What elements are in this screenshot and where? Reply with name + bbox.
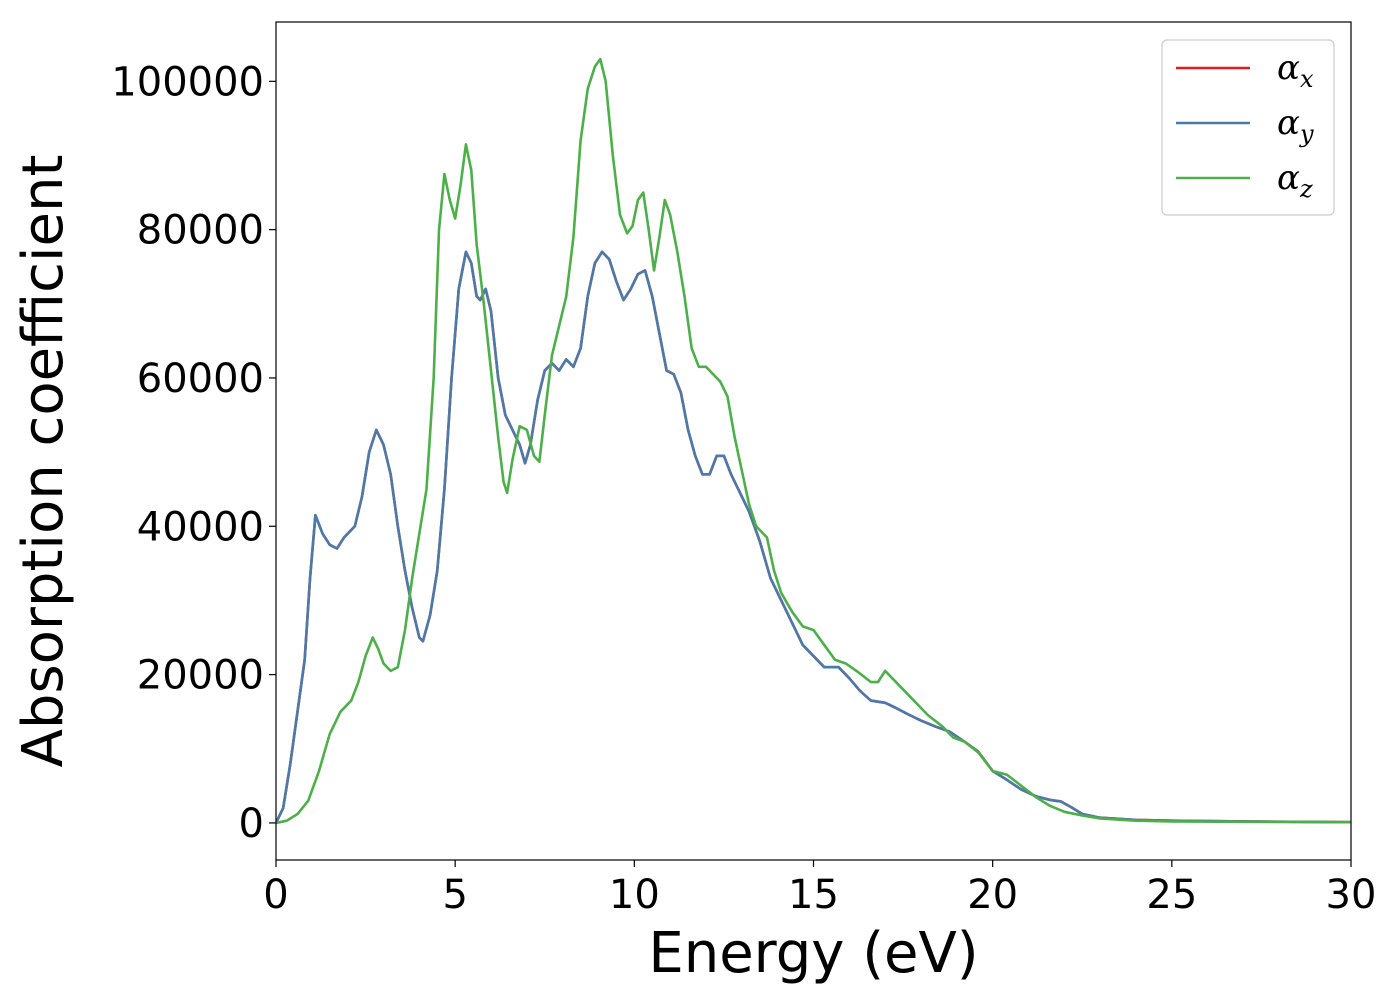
series-line-z bbox=[276, 57, 1351, 825]
y-tick-label: 60000 bbox=[137, 356, 264, 402]
y-tick-label: 20000 bbox=[137, 653, 264, 699]
x-tick-label: 5 bbox=[442, 872, 467, 918]
series-layer bbox=[276, 57, 1351, 825]
x-axis: 0 5 10 15 20 25 30 bbox=[263, 860, 1376, 918]
y-tick-label: 40000 bbox=[137, 504, 264, 550]
x-tick-label: 10 bbox=[609, 872, 660, 918]
y-tick-label: 80000 bbox=[137, 208, 264, 254]
x-tick-label: 0 bbox=[263, 872, 288, 918]
y-axis-title: Absorption coefficient bbox=[11, 155, 76, 768]
x-axis-title: Energy (eV) bbox=[648, 921, 978, 986]
x-tick-label: 25 bbox=[1146, 872, 1197, 918]
x-tick-label: 20 bbox=[967, 872, 1018, 918]
legend-box bbox=[1161, 39, 1335, 216]
y-axis: 0 20000 40000 60000 80000 100000 bbox=[111, 59, 276, 847]
series-line-y bbox=[276, 250, 1351, 825]
y-tick-label: 0 bbox=[239, 801, 264, 847]
x-tick-label: 15 bbox=[788, 872, 839, 918]
y-tick-label: 100000 bbox=[111, 59, 264, 105]
x-tick-label: 30 bbox=[1326, 872, 1377, 918]
